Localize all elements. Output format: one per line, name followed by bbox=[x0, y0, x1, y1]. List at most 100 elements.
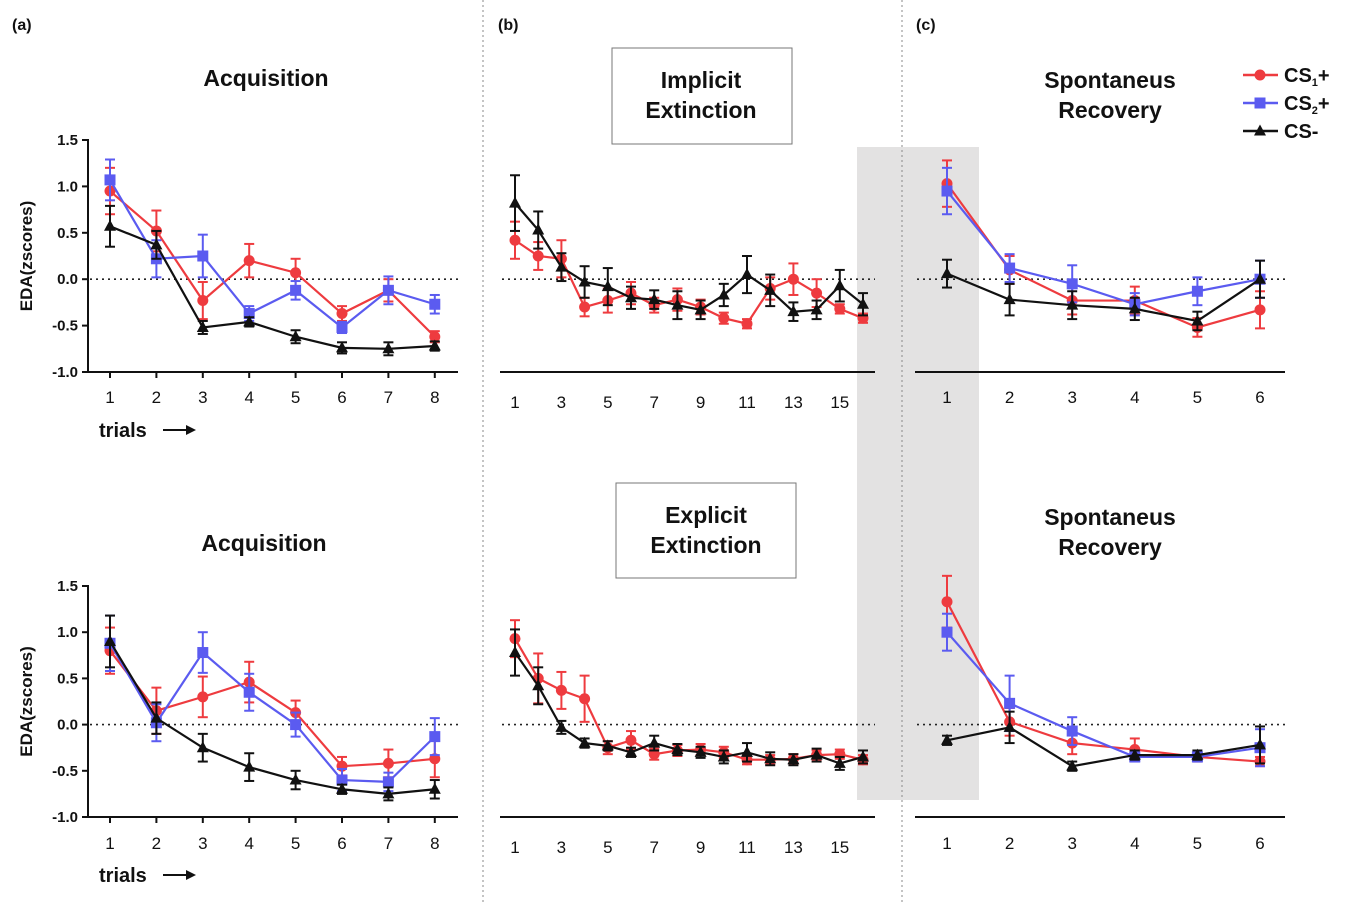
data-point-cs1 bbox=[1254, 304, 1266, 316]
x-tick-label: 1 bbox=[105, 388, 114, 407]
x-tick-label: 3 bbox=[1067, 388, 1076, 407]
data-point-cs1 bbox=[290, 267, 302, 279]
series-line bbox=[109, 650, 435, 768]
charts: Acquisition 1.5 1.0 0.5 0.0 -0.5 -1.0 EDA(zscor… bbox=[17, 47, 1285, 887]
chart-title-line: Implicit bbox=[661, 67, 742, 93]
series-line bbox=[514, 239, 864, 325]
data-point-cs2 bbox=[104, 174, 116, 186]
data-point-cs2 bbox=[290, 284, 302, 296]
data-point-cs1 bbox=[718, 312, 730, 324]
chart-title-line: Extinction bbox=[650, 532, 761, 558]
data-point-csminus bbox=[1128, 302, 1141, 314]
title-box bbox=[615, 482, 797, 579]
x-tick-label: 6 bbox=[337, 834, 346, 853]
x-tick-label: 7 bbox=[649, 393, 658, 412]
y-axis-label: EDA(zscores) bbox=[17, 201, 36, 312]
chart-title-line: Acquisition bbox=[203, 65, 328, 91]
x-tick-label: 11 bbox=[738, 393, 756, 412]
y-tick-label: -0.5 bbox=[52, 763, 78, 780]
x-tick-label: 5 bbox=[291, 388, 300, 407]
x-tick-label: 1 bbox=[105, 834, 114, 853]
legend-label-subscript: 2 bbox=[1312, 105, 1318, 117]
x-tick-label: 3 bbox=[557, 393, 566, 412]
legend-label: CS1+ bbox=[1284, 65, 1330, 89]
data-point-csminus bbox=[196, 741, 209, 753]
data-point-csminus bbox=[336, 782, 348, 794]
data-point-csminus bbox=[671, 298, 684, 310]
series-cs2 bbox=[941, 612, 1266, 768]
x-tick-label: 9 bbox=[696, 393, 705, 412]
data-point-csminus bbox=[1254, 272, 1266, 284]
data-point-cs1 bbox=[787, 273, 799, 285]
y-tick-label: -1.0 bbox=[52, 809, 78, 826]
chart-title-line: Explicit bbox=[665, 502, 747, 528]
y-tick-label: 0.5 bbox=[57, 670, 78, 687]
data-point-csminus bbox=[578, 275, 591, 287]
data-point-cs2 bbox=[941, 626, 953, 638]
x-tick-label: 15 bbox=[830, 838, 849, 857]
legend-label-main: CS- bbox=[1284, 121, 1318, 143]
data-point-csminus bbox=[741, 268, 753, 280]
series-line bbox=[946, 631, 1261, 759]
trials-arrowhead-icon bbox=[186, 870, 196, 880]
legend-marker-square-icon bbox=[1254, 97, 1266, 109]
data-point-csminus bbox=[532, 223, 545, 235]
x-tick-label: 7 bbox=[384, 388, 393, 407]
data-point-csminus bbox=[671, 743, 684, 755]
data-point-csminus bbox=[532, 679, 545, 691]
legend-item: CS1+ bbox=[1243, 65, 1330, 89]
data-point-cs2 bbox=[941, 185, 953, 197]
series-line bbox=[946, 272, 1261, 323]
series-cs2 bbox=[941, 166, 1266, 317]
data-point-cs2 bbox=[1066, 278, 1078, 290]
data-point-cs1 bbox=[429, 331, 441, 343]
data-point-csminus bbox=[150, 711, 163, 723]
data-point-csminus bbox=[810, 303, 823, 315]
data-point-csminus bbox=[428, 339, 441, 351]
x-tick-label: 2 bbox=[152, 834, 161, 853]
data-point-csminus bbox=[764, 752, 777, 764]
data-point-csminus bbox=[104, 634, 116, 646]
data-point-csminus bbox=[336, 341, 348, 353]
chart-a-top: Acquisition 1.5 1.0 0.5 0.0 -0.5 -1.0 EDA(zscor… bbox=[17, 65, 458, 442]
x-tick-label: 1 bbox=[942, 388, 951, 407]
data-point-csminus bbox=[833, 279, 846, 291]
data-point-cs2 bbox=[243, 308, 255, 320]
data-point-csminus bbox=[810, 748, 823, 760]
y-tick-label: 1.5 bbox=[57, 578, 78, 595]
data-point-csminus bbox=[104, 219, 116, 231]
series-line bbox=[946, 601, 1261, 763]
data-point-cs1 bbox=[197, 295, 209, 307]
data-point-cs1 bbox=[555, 684, 567, 696]
data-point-cs1 bbox=[741, 318, 753, 330]
series-line bbox=[109, 640, 435, 796]
data-point-cs2 bbox=[197, 250, 209, 262]
data-point-csminus bbox=[717, 750, 730, 762]
data-point-csminus bbox=[857, 750, 869, 762]
data-point-csminus bbox=[941, 733, 953, 745]
data-point-csminus bbox=[382, 342, 395, 354]
data-point-cs2 bbox=[197, 647, 209, 659]
data-point-csminus bbox=[289, 773, 302, 785]
data-point-csminus bbox=[1003, 293, 1016, 305]
x-tick-label: 5 bbox=[291, 834, 300, 853]
data-point-cs1 bbox=[532, 250, 544, 262]
data-point-csminus bbox=[382, 787, 395, 799]
data-point-csminus bbox=[150, 238, 163, 250]
data-point-csminus bbox=[555, 720, 568, 732]
series-line bbox=[946, 182, 1261, 329]
data-point-cs2 bbox=[382, 776, 394, 788]
x-tick-label: 4 bbox=[1130, 388, 1139, 407]
series-line bbox=[109, 225, 435, 350]
x-tick-label: 3 bbox=[1067, 834, 1076, 853]
x-tick-label: 6 bbox=[337, 388, 346, 407]
series-line bbox=[946, 726, 1261, 768]
x-tick-label: 2 bbox=[1005, 834, 1014, 853]
data-point-csminus bbox=[601, 739, 614, 751]
series-line bbox=[109, 190, 436, 338]
x-tick-label: 5 bbox=[1193, 388, 1202, 407]
data-point-cs2 bbox=[1004, 697, 1016, 709]
data-point-csminus bbox=[1066, 759, 1079, 771]
